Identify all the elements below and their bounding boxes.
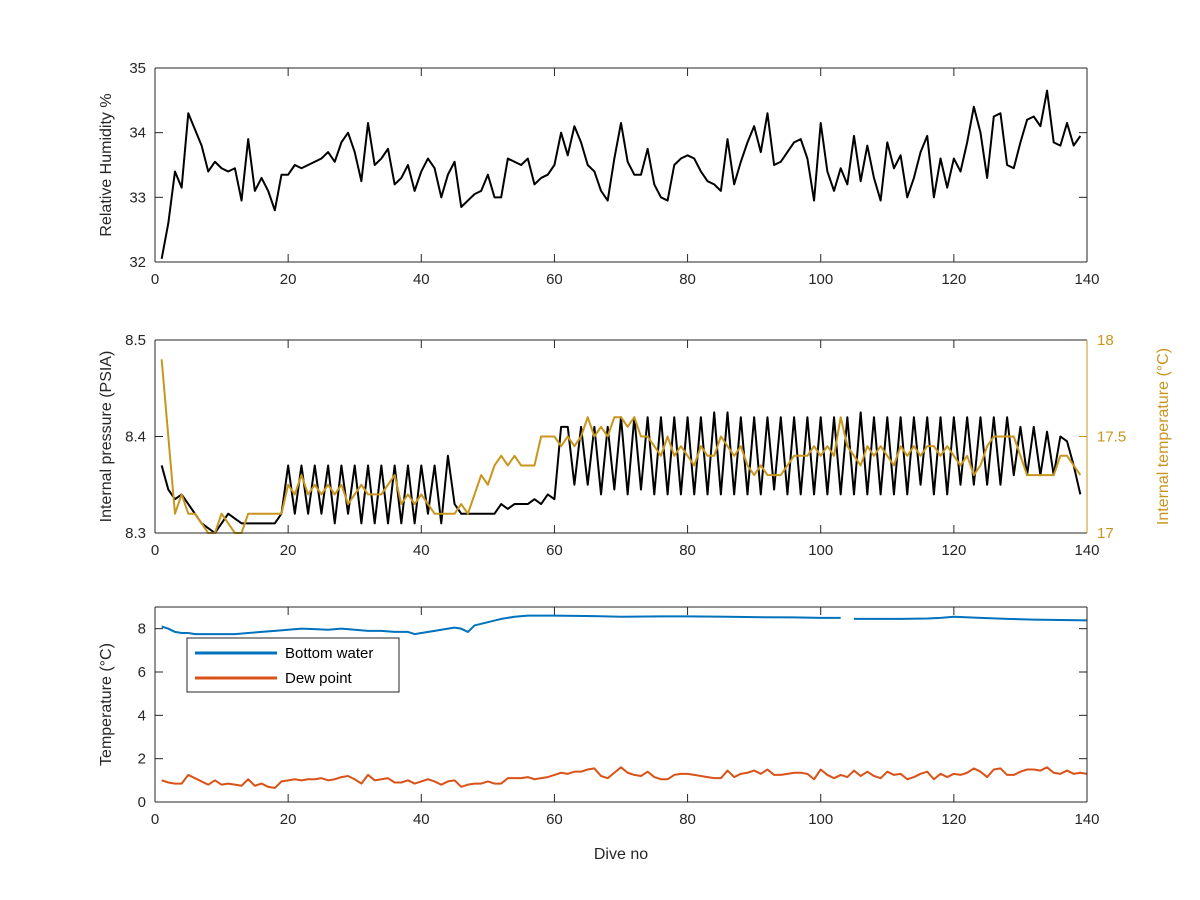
legend-label: Bottom water xyxy=(285,645,373,662)
y-tick-label: 8.3 xyxy=(125,525,146,542)
panel-pressure-temperature: 0 20 40 60 80 100 120 140 8.3 8.4 8.5 17 17.5 18 Inter… xyxy=(98,332,1172,559)
y-tick-label: 33 xyxy=(129,189,146,206)
x-tick-label: 20 xyxy=(280,271,297,288)
y-tick-label: 8.5 xyxy=(125,332,146,349)
y2-tick-label: 17.5 xyxy=(1097,429,1126,446)
plot-area xyxy=(155,340,1087,533)
dew-point-line xyxy=(161,766,1088,789)
y-tick-label: 0 xyxy=(138,794,146,811)
plot-area xyxy=(155,607,1087,802)
x-tick-label: 80 xyxy=(679,271,696,288)
x-tick-label: 120 xyxy=(941,271,966,288)
x-tick-label: 0 xyxy=(151,542,159,559)
bottom-water-line xyxy=(854,615,1088,622)
y-tick-label: 8.4 xyxy=(125,429,146,446)
x-tick-label: 100 xyxy=(808,271,833,288)
y-tick-label: 2 xyxy=(138,751,146,768)
y-axis-label: Internal pressure (PSIA) xyxy=(98,351,115,523)
x-tick-label: 60 xyxy=(546,542,563,559)
y-tick-label: 34 xyxy=(129,125,146,142)
y-axis-label: Temperature (°C) xyxy=(98,643,115,766)
x-tick-label: 120 xyxy=(941,811,966,828)
y-tick-label: 4 xyxy=(138,707,146,724)
y2-tick-label: 18 xyxy=(1097,332,1114,349)
x-tick-label: 40 xyxy=(413,542,430,559)
y-tick-label: 32 xyxy=(129,254,146,271)
x-tick-label: 100 xyxy=(808,542,833,559)
legend-box xyxy=(186,637,400,693)
y-tick-label: 8 xyxy=(138,621,146,638)
panel-temperature: 0 20 40 60 80 100 120 140 0 2 4 6 8 Temperature (°C) D… xyxy=(98,606,1100,863)
x-tick-label: 60 xyxy=(546,811,563,828)
y-tick-label: 6 xyxy=(138,664,146,681)
internal-temperature-line xyxy=(160,359,1082,534)
x-tick-label: 40 xyxy=(413,811,430,828)
y-tick-label: 35 xyxy=(129,60,146,77)
panel-humidity: 0 20 40 60 80 100 120 140 32 33 34 35 Relative Humid… xyxy=(98,60,1100,288)
x-tick-label: 120 xyxy=(941,542,966,559)
x-tick-label: 80 xyxy=(679,811,696,828)
series-0-0-line xyxy=(160,89,1082,259)
y2-tick-label: 17 xyxy=(1097,525,1114,542)
x-tick-label: 0 xyxy=(151,811,159,828)
legend-label: Dew point xyxy=(285,670,353,687)
x-tick-label: 140 xyxy=(1074,542,1099,559)
x-tick-label: 40 xyxy=(413,271,430,288)
x-axis-label: Dive no xyxy=(594,846,648,863)
x-tick-label: 80 xyxy=(679,542,696,559)
x-tick-label: 60 xyxy=(546,271,563,288)
bottom-water-line xyxy=(161,614,841,636)
y-axis-label: Relative Humidity % xyxy=(98,93,115,236)
x-tick-label: 100 xyxy=(808,811,833,828)
x-tick-label: 0 xyxy=(151,271,159,288)
x-tick-label: 140 xyxy=(1074,271,1099,288)
x-tick-label: 20 xyxy=(280,542,297,559)
y2-axis-label: Internal temperature (°C) xyxy=(1155,348,1172,525)
x-tick-label: 140 xyxy=(1074,811,1099,828)
x-tick-label: 20 xyxy=(280,811,297,828)
legend: Bottom water Dew point xyxy=(186,637,400,693)
